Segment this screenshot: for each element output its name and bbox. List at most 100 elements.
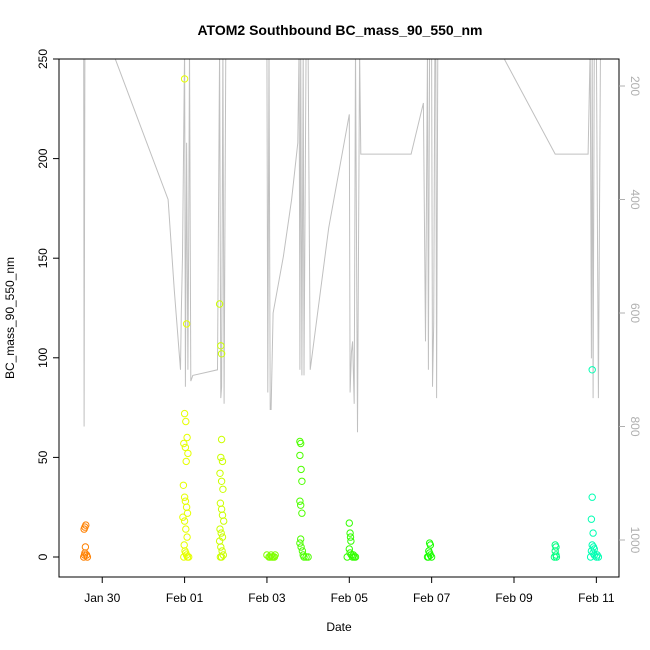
data-point xyxy=(217,435,226,444)
data-point xyxy=(347,537,355,545)
data-point xyxy=(300,553,308,561)
right-y-tick-label: 1000 xyxy=(628,527,642,554)
data-point xyxy=(298,477,306,485)
data-point xyxy=(587,515,596,523)
altitude-trace-group xyxy=(83,59,601,433)
data-point xyxy=(83,553,92,561)
data-point xyxy=(182,320,191,328)
data-point xyxy=(297,439,305,448)
y-tick-label: 250 xyxy=(36,49,50,69)
data-point xyxy=(217,543,225,551)
data-point xyxy=(217,529,225,537)
data-point xyxy=(216,499,225,507)
data-point xyxy=(179,481,188,489)
x-tick-label: Feb 05 xyxy=(331,591,369,605)
data-point xyxy=(345,519,353,527)
x-tick-label: Feb 11 xyxy=(578,591,615,605)
data-point xyxy=(181,497,190,505)
data-point xyxy=(180,75,189,83)
x-tick-label: Jan 30 xyxy=(84,591,120,605)
data-point xyxy=(216,469,224,477)
y-tick-label: 200 xyxy=(36,148,50,168)
data-point xyxy=(427,553,436,561)
data-point xyxy=(180,409,189,418)
data-point xyxy=(82,521,90,529)
data-point xyxy=(183,533,191,541)
y-tick-label: 150 xyxy=(36,248,50,268)
data-points xyxy=(80,75,603,561)
data-point xyxy=(424,553,433,561)
data-point xyxy=(180,439,188,448)
data-point xyxy=(182,525,190,533)
data-point xyxy=(304,553,312,561)
data-point xyxy=(346,533,355,541)
data-point xyxy=(346,529,354,537)
data-point xyxy=(180,541,188,549)
data-point xyxy=(586,553,595,561)
data-point xyxy=(182,457,190,466)
data-point xyxy=(181,443,190,452)
data-point xyxy=(351,553,360,561)
data-point xyxy=(297,543,305,551)
y-axis-right: 200 400 600 800 1000 xyxy=(619,76,642,554)
y-axis-label: BC_mass_90_550_nm xyxy=(3,257,17,379)
data-point xyxy=(296,451,304,460)
data-point xyxy=(296,539,304,547)
data-point xyxy=(220,517,228,525)
data-point xyxy=(302,553,310,561)
data-point xyxy=(179,513,187,521)
data-point xyxy=(552,553,561,561)
y-tick-label: 0 xyxy=(36,553,50,560)
data-point xyxy=(182,417,190,426)
data-point xyxy=(217,553,226,561)
data-point xyxy=(298,509,306,517)
data-point xyxy=(180,517,189,525)
data-point xyxy=(297,535,305,543)
data-point xyxy=(215,300,224,308)
data-point xyxy=(183,433,191,442)
data-point xyxy=(218,457,227,466)
data-point xyxy=(218,547,226,555)
data-point xyxy=(217,453,225,462)
y-tick-label: 50 xyxy=(36,450,50,464)
data-point xyxy=(180,493,189,501)
data-point xyxy=(271,551,279,559)
data-point xyxy=(180,553,188,561)
data-point xyxy=(593,551,601,559)
data-point xyxy=(219,485,227,493)
y-tick-label: 100 xyxy=(36,347,50,367)
right-y-tick-label: 200 xyxy=(628,76,642,96)
data-point xyxy=(297,465,305,474)
data-point xyxy=(588,366,596,374)
data-point xyxy=(185,553,193,561)
y-axis-left: 0 50 100 150 200 250 xyxy=(36,49,59,560)
data-point xyxy=(217,505,226,513)
data-point xyxy=(182,503,191,511)
chart-title: ATOM2 Southbound BC_mass_90_550_nm xyxy=(197,22,482,38)
data-point xyxy=(217,342,225,350)
data-point xyxy=(81,543,90,551)
plot-area xyxy=(58,58,620,578)
x-axis: Jan 30 Feb 01 Feb 03 Feb 05 Feb 07 Feb 09 Feb … xyxy=(84,577,615,605)
data-point xyxy=(183,509,192,517)
data-point xyxy=(218,511,227,519)
data-point xyxy=(349,551,358,559)
data-point xyxy=(217,350,226,358)
data-point xyxy=(184,449,192,458)
x-tick-label: Feb 09 xyxy=(495,591,533,605)
right-y-tick-label: 600 xyxy=(628,303,642,323)
data-point xyxy=(217,477,226,485)
altitude-trace-line xyxy=(83,59,601,433)
data-point xyxy=(550,553,559,561)
plot-frame xyxy=(58,58,620,578)
right-y-tick-label: 800 xyxy=(628,416,642,436)
data-point xyxy=(589,529,597,537)
x-tick-label: Feb 03 xyxy=(248,591,286,605)
x-tick-label: Feb 01 xyxy=(166,591,204,605)
data-point xyxy=(296,497,304,505)
x-tick-label: Feb 07 xyxy=(413,591,451,605)
data-point xyxy=(590,551,598,559)
x-axis-label: Date xyxy=(326,620,352,634)
data-point xyxy=(297,501,305,509)
